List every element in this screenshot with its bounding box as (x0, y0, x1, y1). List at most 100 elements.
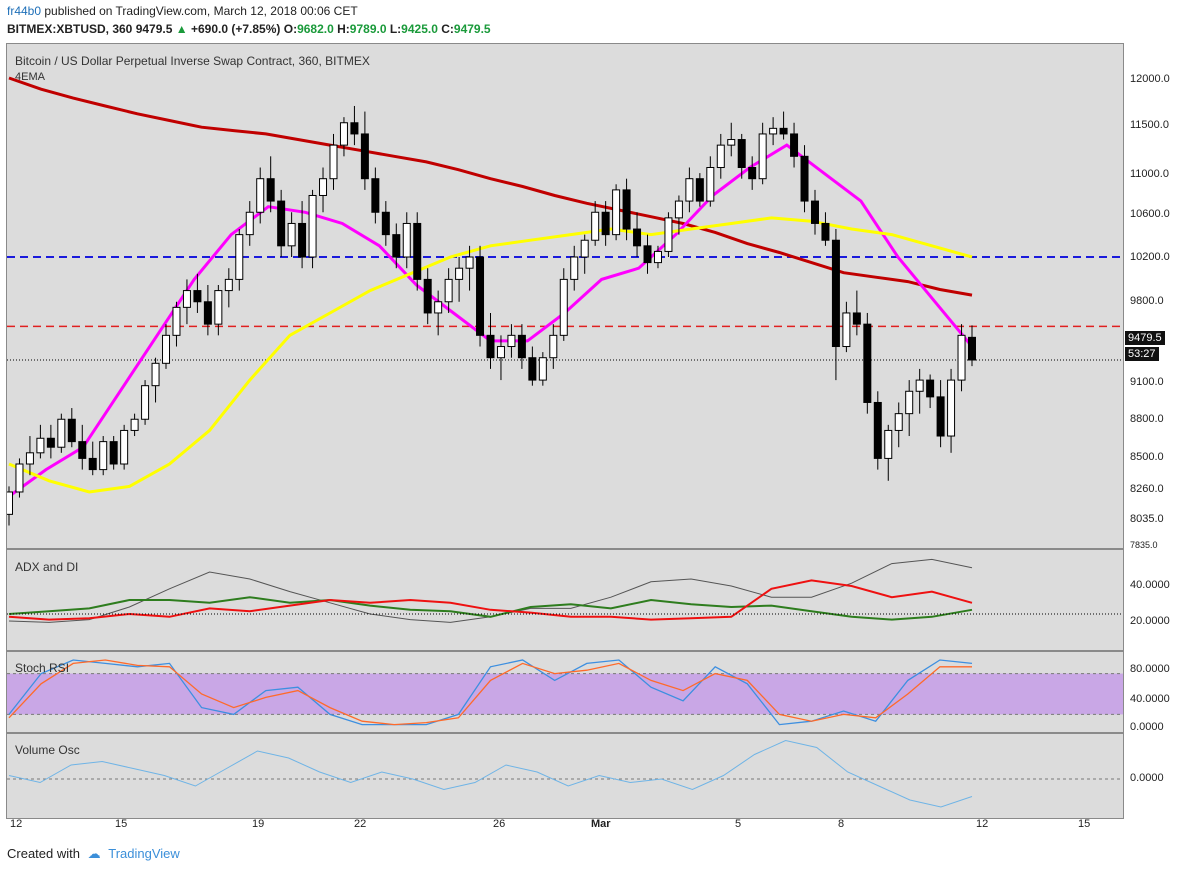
candle-body (727, 139, 736, 146)
created-with-text: Created with (7, 846, 80, 861)
candle-body (486, 334, 495, 359)
time-tick: 19 (252, 818, 265, 830)
candle-body (402, 222, 411, 258)
candle-body (67, 418, 76, 443)
candle-body (821, 222, 830, 241)
candle-body (968, 336, 976, 361)
candle-body (601, 211, 610, 236)
candle-body (706, 167, 715, 202)
candle-body (308, 194, 317, 258)
di-minus-line (8, 579, 973, 621)
time-tick: 12 (10, 818, 23, 830)
price-tick: 8260.0 (1130, 483, 1164, 495)
price-change: +690.0 (+7.85%) (190, 22, 281, 36)
candle-body (193, 290, 202, 303)
candle-body (507, 334, 516, 348)
stoch-rsi-svg (7, 659, 1123, 726)
candle-body (277, 200, 286, 247)
candle-body (674, 200, 683, 219)
candle-body (831, 239, 840, 348)
candle-body (413, 222, 422, 280)
tradingview-link[interactable]: TradingView (108, 846, 180, 861)
candle-body (455, 267, 464, 280)
candle-body (873, 401, 882, 459)
candle-body (162, 334, 171, 364)
candle-body (392, 234, 401, 258)
price-tick: 12000.0 (1130, 73, 1170, 85)
candle-body (130, 418, 139, 431)
ticker: BITMEX:XBTUSD, 360 (7, 22, 133, 36)
volume-osc-panel[interactable]: Volume Osc (6, 733, 1124, 819)
candle-body (339, 122, 348, 146)
candle-body (716, 144, 725, 169)
footer: Created with ☁ TradingView (7, 846, 180, 862)
volume-osc-svg (7, 739, 1123, 808)
price-tick: 9100.0 (1130, 376, 1164, 388)
price-tick: 8035.0 (1130, 513, 1164, 525)
stoch-rsi-title: Stoch RSI (15, 661, 70, 675)
time-tick: 26 (493, 818, 506, 830)
candle-body (737, 139, 746, 169)
candle-body (434, 301, 443, 314)
candle-body (266, 178, 275, 202)
low-label: L: (389, 22, 402, 36)
candle-body (884, 429, 893, 459)
candle-body (758, 133, 767, 180)
time-tick: 5 (735, 818, 742, 830)
price-tick: 11000.0 (1130, 168, 1169, 180)
stoch-tick: 40.0000 (1130, 693, 1170, 705)
time-tick: 8 (838, 818, 845, 830)
candle-body (643, 245, 652, 264)
price-axis[interactable]: 12000.0 11500.0 11000.0 10600.0 10200.0 … (1124, 43, 1182, 550)
high-value: 9789.0 (349, 22, 387, 36)
time-tick: 15 (1078, 818, 1091, 830)
stoch-rsi-panel[interactable]: Stoch RSI (6, 651, 1124, 733)
candle-body (151, 362, 160, 387)
candle-body (298, 222, 307, 258)
candle-body (810, 200, 819, 224)
candle-body (287, 222, 296, 247)
candle-body (214, 290, 223, 325)
time-tick: 15 (115, 818, 128, 830)
candle-body (779, 127, 788, 135)
candle-body (224, 278, 233, 292)
candle-body (842, 312, 851, 348)
candle-body (947, 379, 956, 437)
candle-body (256, 178, 265, 213)
candle-body (528, 357, 537, 381)
candle-body (852, 312, 861, 325)
adx-svg (7, 558, 1123, 623)
stoch-tick: 80.0000 (1130, 663, 1170, 675)
candle-body (748, 167, 757, 180)
author-link[interactable]: fr44b0 (7, 4, 42, 18)
volume-axis: 0.0000 (1124, 733, 1182, 819)
candle-body (141, 385, 150, 420)
time-axis[interactable]: 12 15 19 22 26 Mar 5 8 12 15 (6, 818, 1124, 838)
volume-tick: 0.0000 (1130, 772, 1164, 784)
price-chart-panel[interactable]: Bitcoin / US Dollar Perpetual Inverse Sw… (6, 43, 1124, 549)
candle-body (915, 379, 924, 392)
tradingview-cloud-icon: ☁ (87, 846, 101, 861)
time-tick: 12 (976, 818, 989, 830)
candle-body (78, 441, 87, 459)
adx-panel[interactable]: ADX and DI (6, 549, 1124, 651)
adx-axis: 40.0000 20.0000 (1124, 549, 1182, 651)
di-plus-line (8, 596, 973, 621)
candle-body (360, 133, 369, 180)
open-label: O: (283, 22, 298, 36)
candle-body (695, 178, 704, 202)
price-tick: 10200.0 (1130, 251, 1170, 263)
candle-body (476, 256, 485, 336)
candle-body (769, 127, 778, 135)
time-tick: Mar (591, 818, 611, 830)
candle-body (591, 211, 600, 241)
candle-body (926, 379, 935, 398)
candle-body (7, 491, 13, 515)
candle-body (109, 441, 118, 465)
candle-body (538, 357, 547, 381)
adx-title: ADX and DI (15, 560, 79, 574)
stoch-band (7, 673, 1123, 715)
up-triangle-icon: ▲ (175, 22, 188, 36)
publish-line: fr44b0 published on TradingView.com, Mar… (7, 4, 358, 18)
candle-body (653, 250, 662, 264)
